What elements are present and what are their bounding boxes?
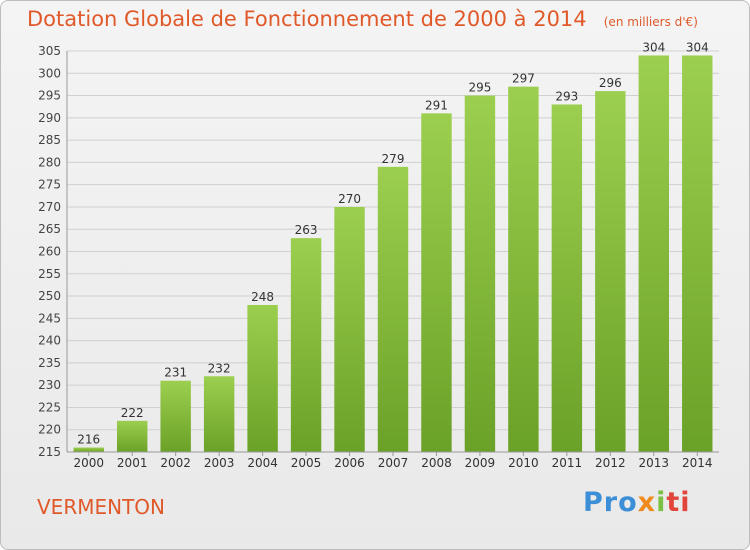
chart-title-text: Dotation Globale de Fonctionnement de 20… bbox=[27, 7, 587, 31]
x-tick-label: 2005 bbox=[291, 456, 322, 470]
x-tick-label: 2007 bbox=[378, 456, 409, 470]
x-tick-label: 2001 bbox=[117, 456, 148, 470]
x-tick-label: 2002 bbox=[160, 456, 191, 470]
y-tick-label: 230 bbox=[38, 378, 61, 392]
x-tick-label: 2009 bbox=[465, 456, 496, 470]
data-label: 222 bbox=[121, 406, 144, 420]
y-tick-label: 290 bbox=[38, 111, 61, 125]
y-tick-label: 215 bbox=[38, 445, 61, 459]
y-tick-label: 295 bbox=[38, 89, 61, 103]
data-label: 263 bbox=[295, 223, 318, 237]
chart-unit-note: (en milliers d'€) bbox=[603, 15, 698, 29]
data-label: 232 bbox=[208, 361, 231, 375]
y-tick-label: 235 bbox=[38, 356, 61, 370]
y-tick-label: 275 bbox=[38, 178, 61, 192]
x-tick-label: 2003 bbox=[204, 456, 235, 470]
data-label: 216 bbox=[77, 433, 100, 447]
logo-part: i bbox=[656, 487, 667, 518]
x-tick-label: 2006 bbox=[334, 456, 365, 470]
y-tick-label: 250 bbox=[38, 289, 61, 303]
commune-name: VERMENTON bbox=[37, 495, 165, 519]
x-tick-label: 2004 bbox=[247, 456, 278, 470]
y-tick-label: 245 bbox=[38, 311, 61, 325]
x-tick-label: 2000 bbox=[73, 456, 104, 470]
x-tick-label: 2013 bbox=[639, 456, 670, 470]
y-tick-label: 240 bbox=[38, 334, 61, 348]
data-label: 296 bbox=[599, 76, 622, 90]
bar bbox=[290, 238, 322, 452]
data-label: 270 bbox=[338, 192, 361, 206]
y-tick-label: 285 bbox=[38, 133, 61, 147]
chart-title: Dotation Globale de Fonctionnement de 20… bbox=[27, 7, 698, 31]
proxiti-logo: Proxiti bbox=[583, 487, 691, 518]
bar bbox=[508, 86, 539, 453]
bar bbox=[638, 55, 670, 452]
data-label: 293 bbox=[555, 89, 578, 103]
data-label: 279 bbox=[382, 152, 405, 166]
axes: 215 220 225 230 235 240 245 250 255 260 265 270 275 2… bbox=[38, 44, 719, 470]
data-label: 248 bbox=[251, 290, 274, 304]
data-label: 291 bbox=[425, 98, 448, 112]
data-label: 231 bbox=[164, 366, 187, 380]
value-labels: 216 222 231 232 248 263 270 279 291 295 297 293 296 3… bbox=[77, 40, 708, 446]
bar bbox=[421, 113, 452, 452]
bar bbox=[551, 104, 583, 452]
y-tick-label: 300 bbox=[38, 66, 61, 80]
bar bbox=[160, 380, 191, 452]
logo-part: x bbox=[637, 487, 657, 518]
bar bbox=[73, 447, 104, 452]
data-label: 297 bbox=[512, 72, 535, 86]
bar bbox=[682, 55, 713, 452]
y-tick-label: 280 bbox=[38, 155, 61, 169]
data-label: 295 bbox=[468, 81, 491, 95]
y-tick-label: 225 bbox=[38, 400, 61, 414]
y-tick-label: 305 bbox=[38, 44, 61, 58]
x-tick-label: 2011 bbox=[552, 456, 583, 470]
logo-part: Pro bbox=[583, 487, 638, 518]
data-label: 304 bbox=[686, 40, 709, 54]
y-tick-label: 270 bbox=[38, 200, 61, 214]
bar bbox=[247, 304, 278, 452]
x-tick-label: 2008 bbox=[421, 456, 452, 470]
bar bbox=[464, 95, 496, 453]
bar bbox=[116, 420, 148, 452]
x-tick-label: 2010 bbox=[508, 456, 539, 470]
x-tick-label: 2014 bbox=[682, 456, 713, 470]
data-label: 304 bbox=[642, 40, 665, 54]
bar bbox=[203, 376, 235, 452]
logo-part: ti bbox=[666, 487, 691, 518]
bar bbox=[595, 91, 626, 452]
bar bbox=[377, 166, 409, 452]
bars bbox=[73, 55, 713, 453]
x-tick-label: 2012 bbox=[595, 456, 626, 470]
y-tick-label: 260 bbox=[38, 245, 61, 259]
y-tick-label: 220 bbox=[38, 423, 61, 437]
y-tick-label: 265 bbox=[38, 222, 61, 236]
bar bbox=[334, 206, 365, 452]
y-tick-label: 255 bbox=[38, 267, 61, 281]
